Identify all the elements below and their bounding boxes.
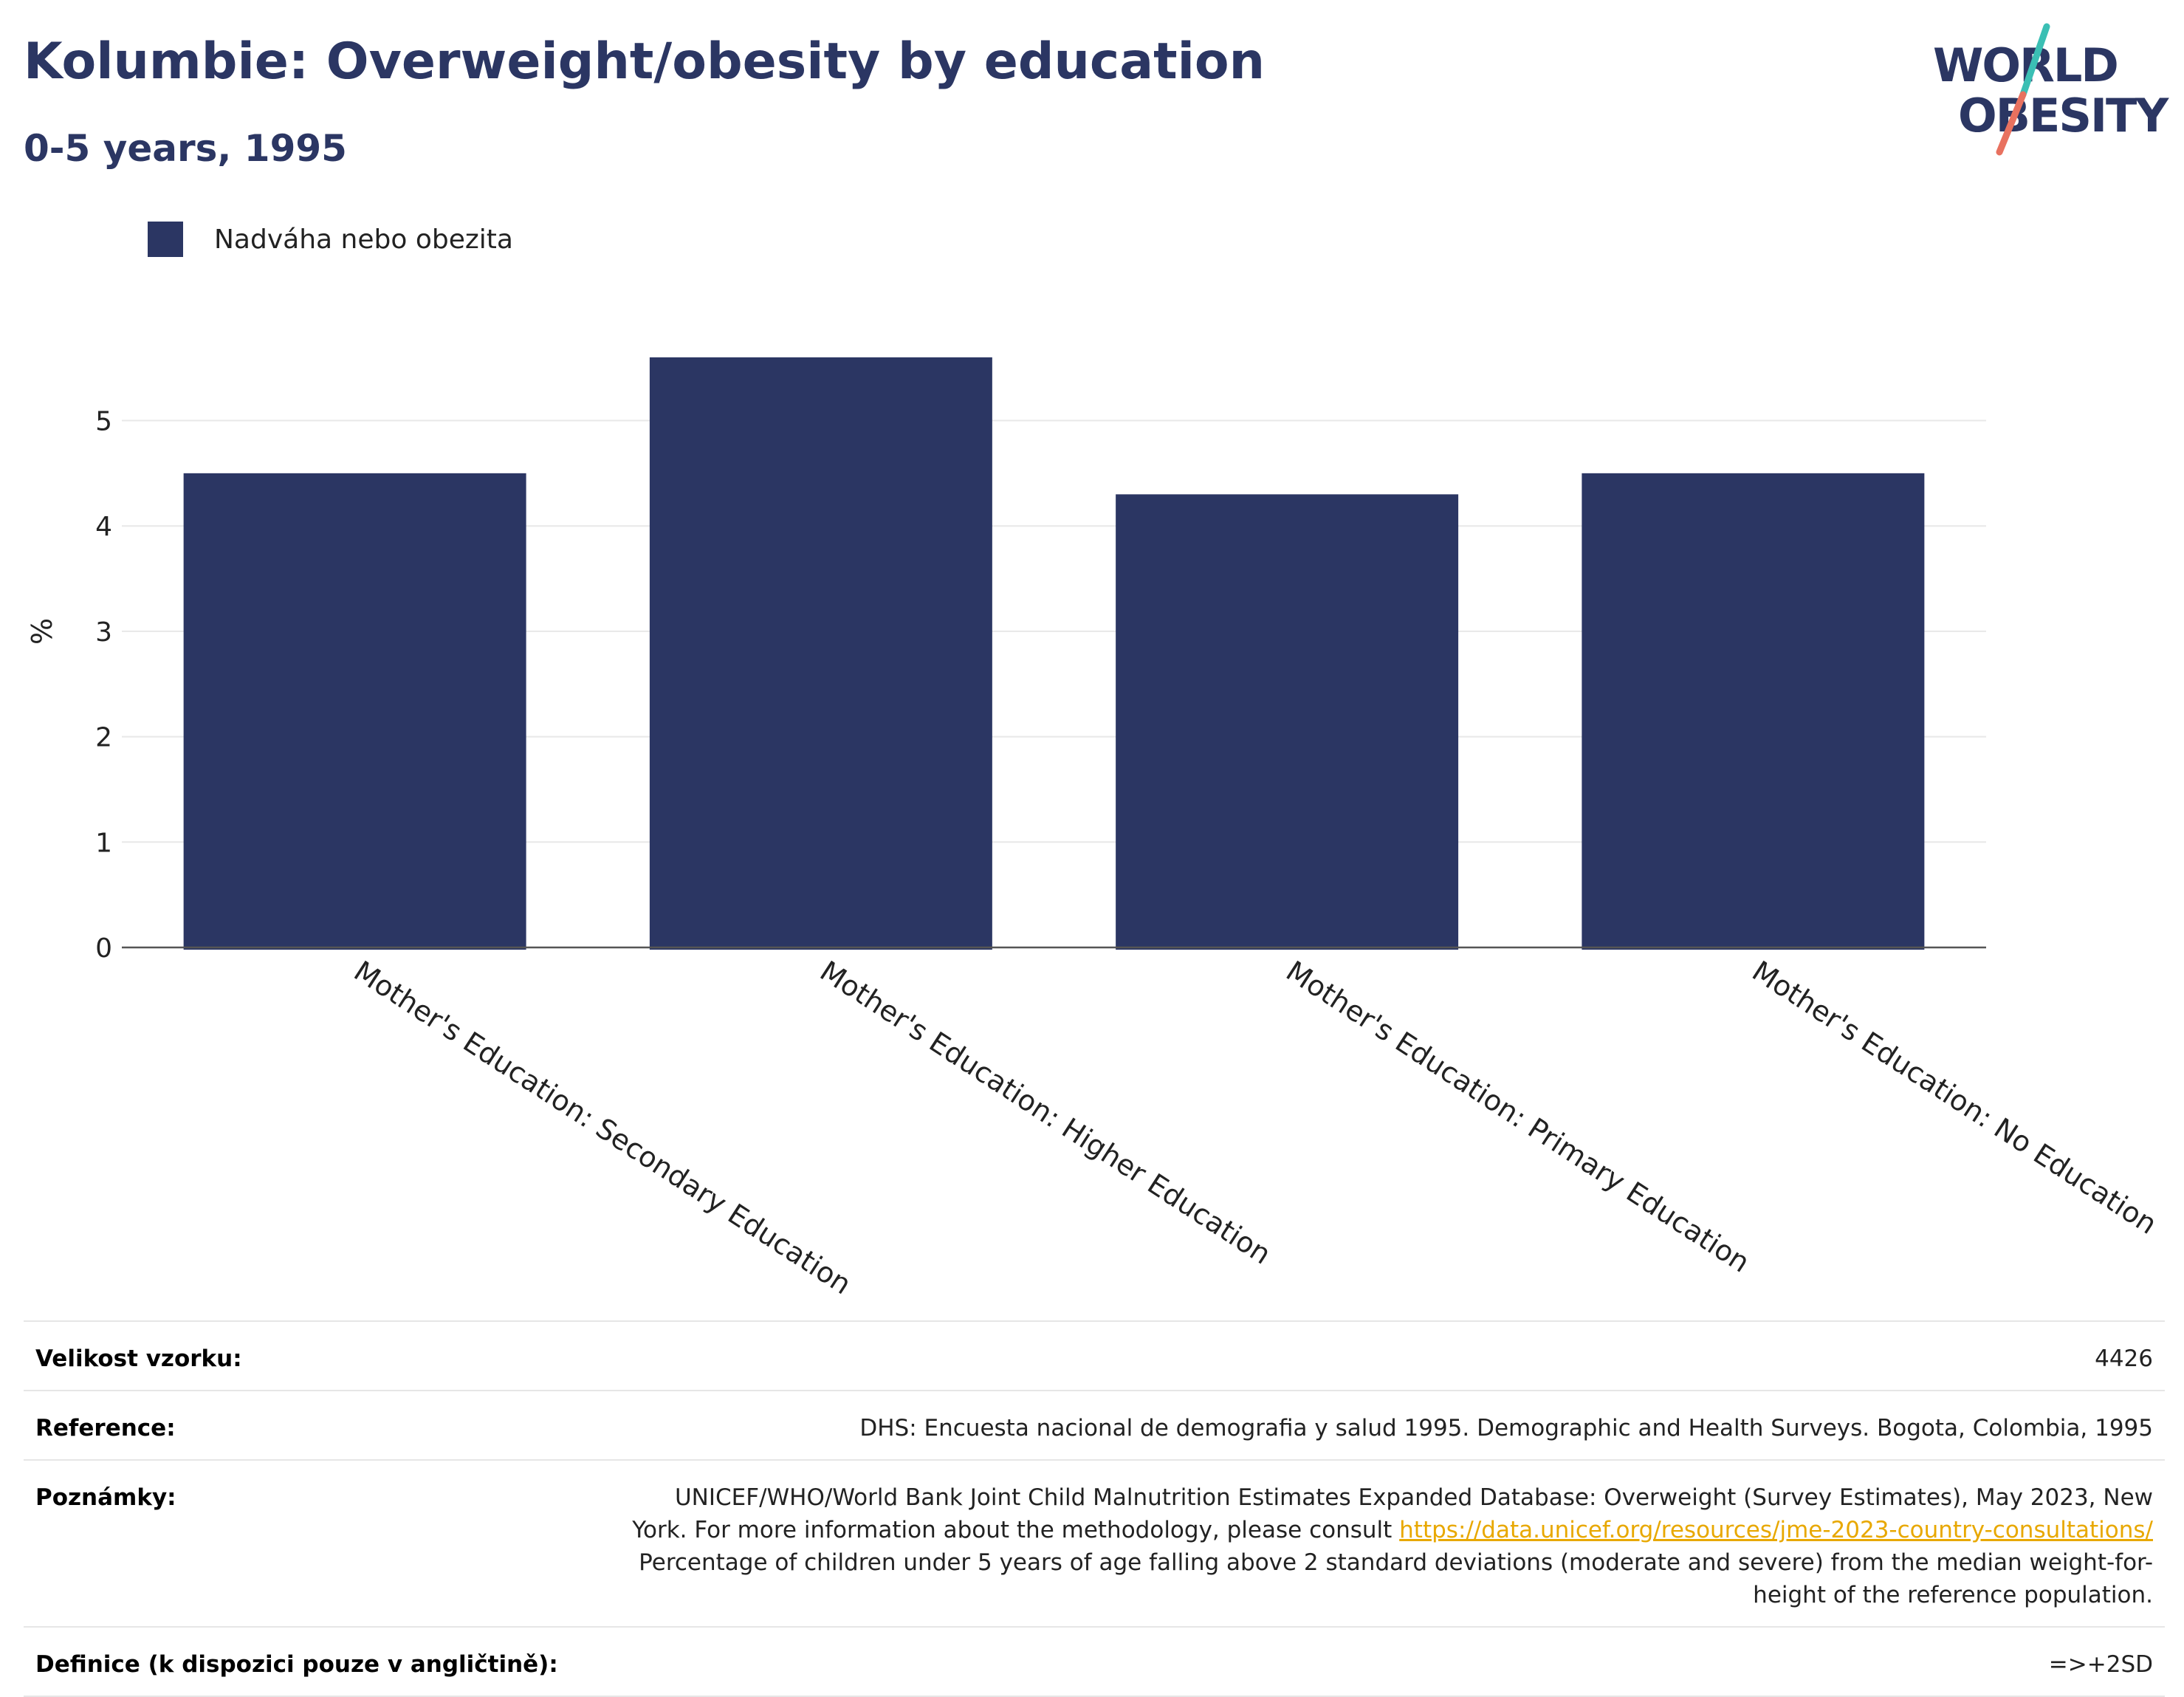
definition-label: Definice (k dispozici pouze v angličtině…: [35, 1651, 558, 1678]
x-tick-label: Mother's Education: Higher Education: [814, 955, 1277, 1271]
notes-text-before: UNICEF/WHO/World Bank Joint Child Malnut…: [632, 1484, 2153, 1543]
chart-subtitle: 0-5 years, 1995: [24, 127, 347, 170]
chart-title: Kolumbie: Overweight/obesity by educatio…: [24, 32, 1266, 91]
x-tick-label: Mother's Education: Secondary Education: [348, 955, 857, 1300]
meta-row-reference: Reference: DHS: Encuesta nacional de dem…: [24, 1390, 2165, 1459]
meta-row-sample: Velikost vzorku: 4426: [24, 1320, 2165, 1390]
logo-slash-top: [2019, 23, 2050, 98]
notes-value: UNICEF/WHO/World Bank Joint Child Malnut…: [617, 1481, 2153, 1611]
logo-slash-bottom: [1996, 91, 2027, 156]
y-tick-label: 0: [95, 933, 112, 964]
sample-size-value: 4426: [2095, 1345, 2153, 1372]
bar: [1582, 473, 1925, 950]
definition-value: =>+2SD: [2048, 1651, 2153, 1678]
notes-label: Poznámky:: [35, 1484, 176, 1511]
y-tick-label: 1: [95, 828, 112, 858]
legend-label: Nadváha nebo obezita: [214, 224, 513, 255]
x-tick-label: Mother's Education: No Education: [1746, 955, 2163, 1241]
meta-row-definition: Definice (k dispozici pouze v angličtině…: [24, 1626, 2165, 1697]
y-axis-label: %: [26, 618, 58, 645]
sample-size-label: Velikost vzorku:: [35, 1345, 242, 1372]
bar-chart: 0 1 2 3 4 5% Mother's Education: Secondary Edu…: [26, 357, 2163, 1300]
world-obesity-logo: WORLD OBESITY: [1933, 23, 2171, 156]
reference-value: DHS: Encuesta nacional de demografia y s…: [859, 1415, 2153, 1441]
legend-swatch: [148, 222, 183, 257]
bar: [1116, 494, 1459, 950]
x-tick-label: Mother's Education: Primary Education: [1280, 955, 1755, 1279]
notes-text-after: Percentage of children under 5 years of …: [639, 1549, 2153, 1608]
logo-text-obesity: OBESITY: [1958, 89, 2169, 143]
reference-label: Reference:: [35, 1415, 176, 1441]
bar: [649, 357, 992, 950]
y-tick-label: 5: [95, 407, 112, 437]
bar: [183, 473, 526, 950]
legend: Nadváha nebo obezita: [148, 220, 513, 258]
y-tick-label: 2: [95, 723, 112, 753]
metadata-table: Velikost vzorku: 4426 Reference: DHS: En…: [24, 1320, 2165, 1697]
meta-row-notes: Poznámky: UNICEF/WHO/World Bank Joint Ch…: [24, 1459, 2165, 1626]
notes-link[interactable]: https://data.unicef.org/resources/jme-20…: [1399, 1517, 2153, 1543]
y-tick-label: 3: [95, 617, 112, 648]
y-tick-label: 4: [95, 512, 112, 542]
